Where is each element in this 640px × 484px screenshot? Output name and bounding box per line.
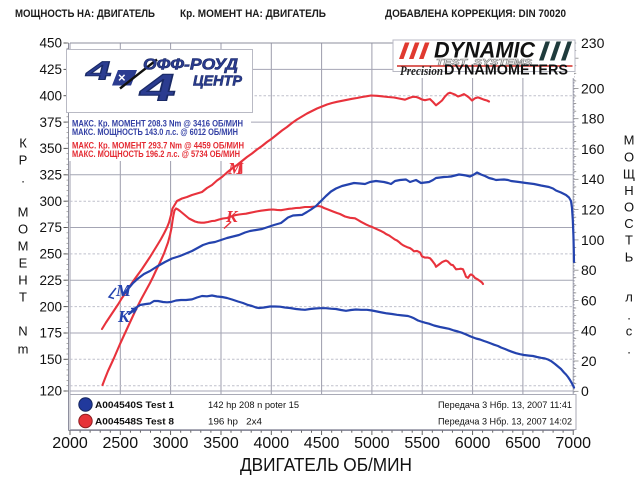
svg-text:120: 120 (581, 202, 605, 218)
svg-text:ОФФ-РОУД: ОФФ-РОУД (143, 57, 238, 74)
svg-text:К: К (117, 307, 131, 326)
svg-text:.: . (627, 308, 631, 323)
svg-text:6000: 6000 (455, 435, 491, 452)
svg-text:МАКС. Кр. МОМЕНТ 293.7 Nm @ 44: МАКС. Кр. МОМЕНТ 293.7 Nm @ 4459 ОБ/МИН (72, 141, 244, 152)
svg-text:М: М (18, 239, 29, 254)
svg-text:175: 175 (39, 326, 62, 341)
svg-text:A004540S Test 1: A004540S Test 1 (95, 400, 175, 411)
svg-text:200: 200 (581, 80, 605, 96)
svg-text:400: 400 (39, 88, 62, 103)
svg-text:ДВИГАТЕЛЬ ОБ/МИН: ДВИГАТЕЛЬ ОБ/МИН (240, 454, 412, 475)
svg-text:М: М (115, 281, 132, 300)
svg-text:450: 450 (39, 36, 62, 51)
svg-text:4000: 4000 (254, 435, 290, 452)
svg-text:80: 80 (581, 262, 597, 278)
svg-text:196 hp 2x4: 196 hp 2x4 (208, 417, 262, 428)
svg-text:Ь: Ь (625, 250, 634, 265)
svg-text:20: 20 (581, 353, 597, 369)
svg-text:2500: 2500 (103, 435, 139, 452)
svg-text:ЦЕНТР: ЦЕНТР (193, 73, 243, 90)
svg-text:180: 180 (581, 111, 605, 127)
svg-text:5500: 5500 (404, 435, 440, 452)
svg-text:Н: Н (624, 183, 633, 198)
svg-text:ДОБАВЛЕНА КОРРЕКЦИЯ: DIN 70020: ДОБАВЛЕНА КОРРЕКЦИЯ: DIN 70020 (385, 8, 566, 20)
svg-text:100: 100 (581, 232, 605, 248)
svg-text:275: 275 (39, 220, 62, 235)
svg-text:250: 250 (39, 247, 62, 262)
svg-text:DYNAMOMETERS: DYNAMOMETERS (444, 63, 568, 79)
svg-text:m: m (18, 342, 29, 357)
svg-text:О: О (624, 200, 634, 215)
svg-text:К: К (225, 207, 239, 226)
svg-text:2000: 2000 (52, 435, 88, 452)
svg-text:230: 230 (581, 35, 605, 51)
svg-text:М: М (18, 205, 29, 220)
svg-text:N: N (18, 324, 27, 339)
svg-text:Н: Н (18, 273, 27, 288)
svg-text:120: 120 (39, 384, 62, 399)
svg-text:×: × (118, 70, 126, 85)
svg-text:Precision: Precision (400, 63, 443, 78)
svg-text:МАКС. МОЩНОСТЬ 196.2 л.с. @ 57: МАКС. МОЩНОСТЬ 196.2 л.с. @ 5734 ОБ/МИН (72, 149, 240, 160)
svg-text:DYNAMIC: DYNAMIC (434, 38, 536, 63)
svg-text:150: 150 (39, 352, 62, 367)
svg-text:К: К (19, 136, 27, 151)
svg-text:Т: Т (625, 233, 633, 248)
svg-text:3500: 3500 (203, 435, 239, 452)
svg-text:М: М (624, 133, 635, 148)
svg-text:0: 0 (581, 383, 589, 399)
svg-text:5000: 5000 (354, 435, 390, 452)
svg-text:3000: 3000 (153, 435, 189, 452)
svg-text:С: С (624, 216, 633, 231)
svg-text:.: . (21, 171, 25, 186)
svg-text:142 hp 208 n poter 15: 142 hp 208 n poter 15 (208, 400, 299, 411)
svg-text:160: 160 (581, 141, 605, 157)
svg-text:6500: 6500 (505, 435, 541, 452)
svg-text:Передача 3 Нбр. 13, 2007 14:02: Передача 3 Нбр. 13, 2007 14:02 (438, 417, 572, 428)
svg-text:A004548S Test 8: A004548S Test 8 (95, 417, 174, 428)
svg-text:7000: 7000 (555, 435, 591, 452)
svg-text:200: 200 (39, 299, 62, 314)
svg-text:Щ: Щ (623, 167, 635, 182)
svg-text:Передача 3 Нбр. 13, 2007 11:41: Передача 3 Нбр. 13, 2007 11:41 (438, 400, 572, 411)
svg-text:425: 425 (39, 62, 62, 77)
svg-text:Т: Т (19, 290, 27, 305)
svg-text:О: О (18, 222, 28, 237)
svg-text:375: 375 (39, 115, 62, 130)
svg-text:МАКС. Кр. МОМЕНТ 208.3 Nm @ 34: МАКС. Кр. МОМЕНТ 208.3 Nm @ 3416 ОБ/МИН (72, 119, 243, 130)
svg-text:л: л (625, 290, 633, 305)
svg-text:40: 40 (581, 323, 597, 339)
svg-text:60: 60 (581, 292, 597, 308)
svg-text:225: 225 (39, 273, 62, 288)
svg-text:4500: 4500 (304, 435, 340, 452)
svg-text:.: . (627, 342, 631, 357)
svg-text:Кр. МОМЕНТ НА: ДВИГАТЕЛЬ: Кр. МОМЕНТ НА: ДВИГАТЕЛЬ (180, 8, 326, 20)
svg-text:с: с (626, 324, 633, 339)
svg-text:Е: Е (19, 256, 28, 271)
svg-text:325: 325 (39, 168, 62, 183)
svg-text:TEST SYSTEMS: TEST SYSTEMS (436, 58, 533, 67)
svg-text:350: 350 (39, 141, 62, 156)
svg-text:300: 300 (39, 194, 62, 209)
svg-text:О: О (624, 150, 634, 165)
svg-text:Р: Р (19, 153, 28, 168)
svg-text:М: М (227, 159, 244, 178)
svg-text:МОЩНОСТЬ НА: ДВИГАТЕЛЬ: МОЩНОСТЬ НА: ДВИГАТЕЛЬ (15, 8, 155, 20)
svg-text:МАКС. МОЩНОСТЬ 143.0 л.с. @ 60: МАКС. МОЩНОСТЬ 143.0 л.с. @ 6012 ОБ/МИН (72, 127, 238, 138)
svg-text:140: 140 (581, 171, 605, 187)
